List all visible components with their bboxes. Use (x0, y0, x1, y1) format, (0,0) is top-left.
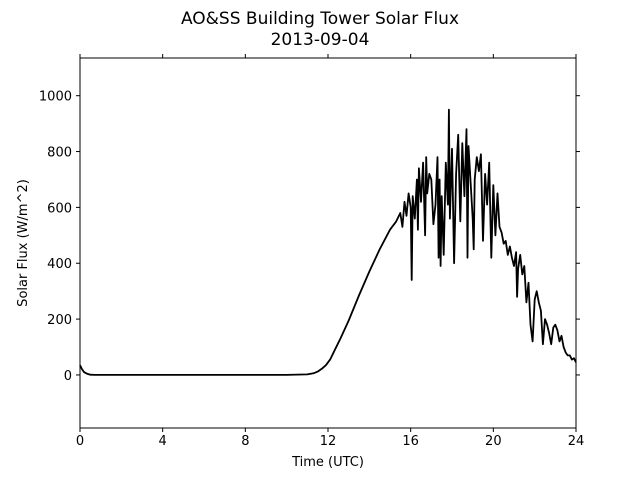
y-tick-label: 200 (47, 313, 72, 328)
x-tick-label: 8 (241, 434, 249, 449)
chart-subtitle: 2013-09-04 (271, 30, 370, 50)
x-axis-label: Time (UTC) (291, 455, 364, 470)
y-tick-label: 400 (47, 257, 72, 272)
axes-frame (79, 57, 577, 429)
y-tick-label: 600 (47, 201, 72, 216)
x-tick-label: 0 (76, 434, 84, 449)
y-axis-label: Solar Flux (W/m^2) (16, 179, 31, 307)
chart-title: AO&SS Building Tower Solar Flux (181, 9, 459, 29)
y-tick-label: 1000 (39, 90, 72, 105)
x-tick-label: 16 (402, 434, 419, 449)
series-line (79, 108, 577, 376)
x-tick-label: 4 (159, 434, 167, 449)
x-tick-label: 20 (485, 434, 502, 449)
y-tick-label: 800 (47, 146, 72, 161)
tick-layer: 0 4 8 12 16 20 24 0 200 400 600 800 1000 (39, 54, 584, 449)
y-tick-label: 0 (64, 369, 72, 384)
x-tick-label: 24 (568, 434, 585, 449)
x-tick-label: 12 (320, 434, 337, 449)
